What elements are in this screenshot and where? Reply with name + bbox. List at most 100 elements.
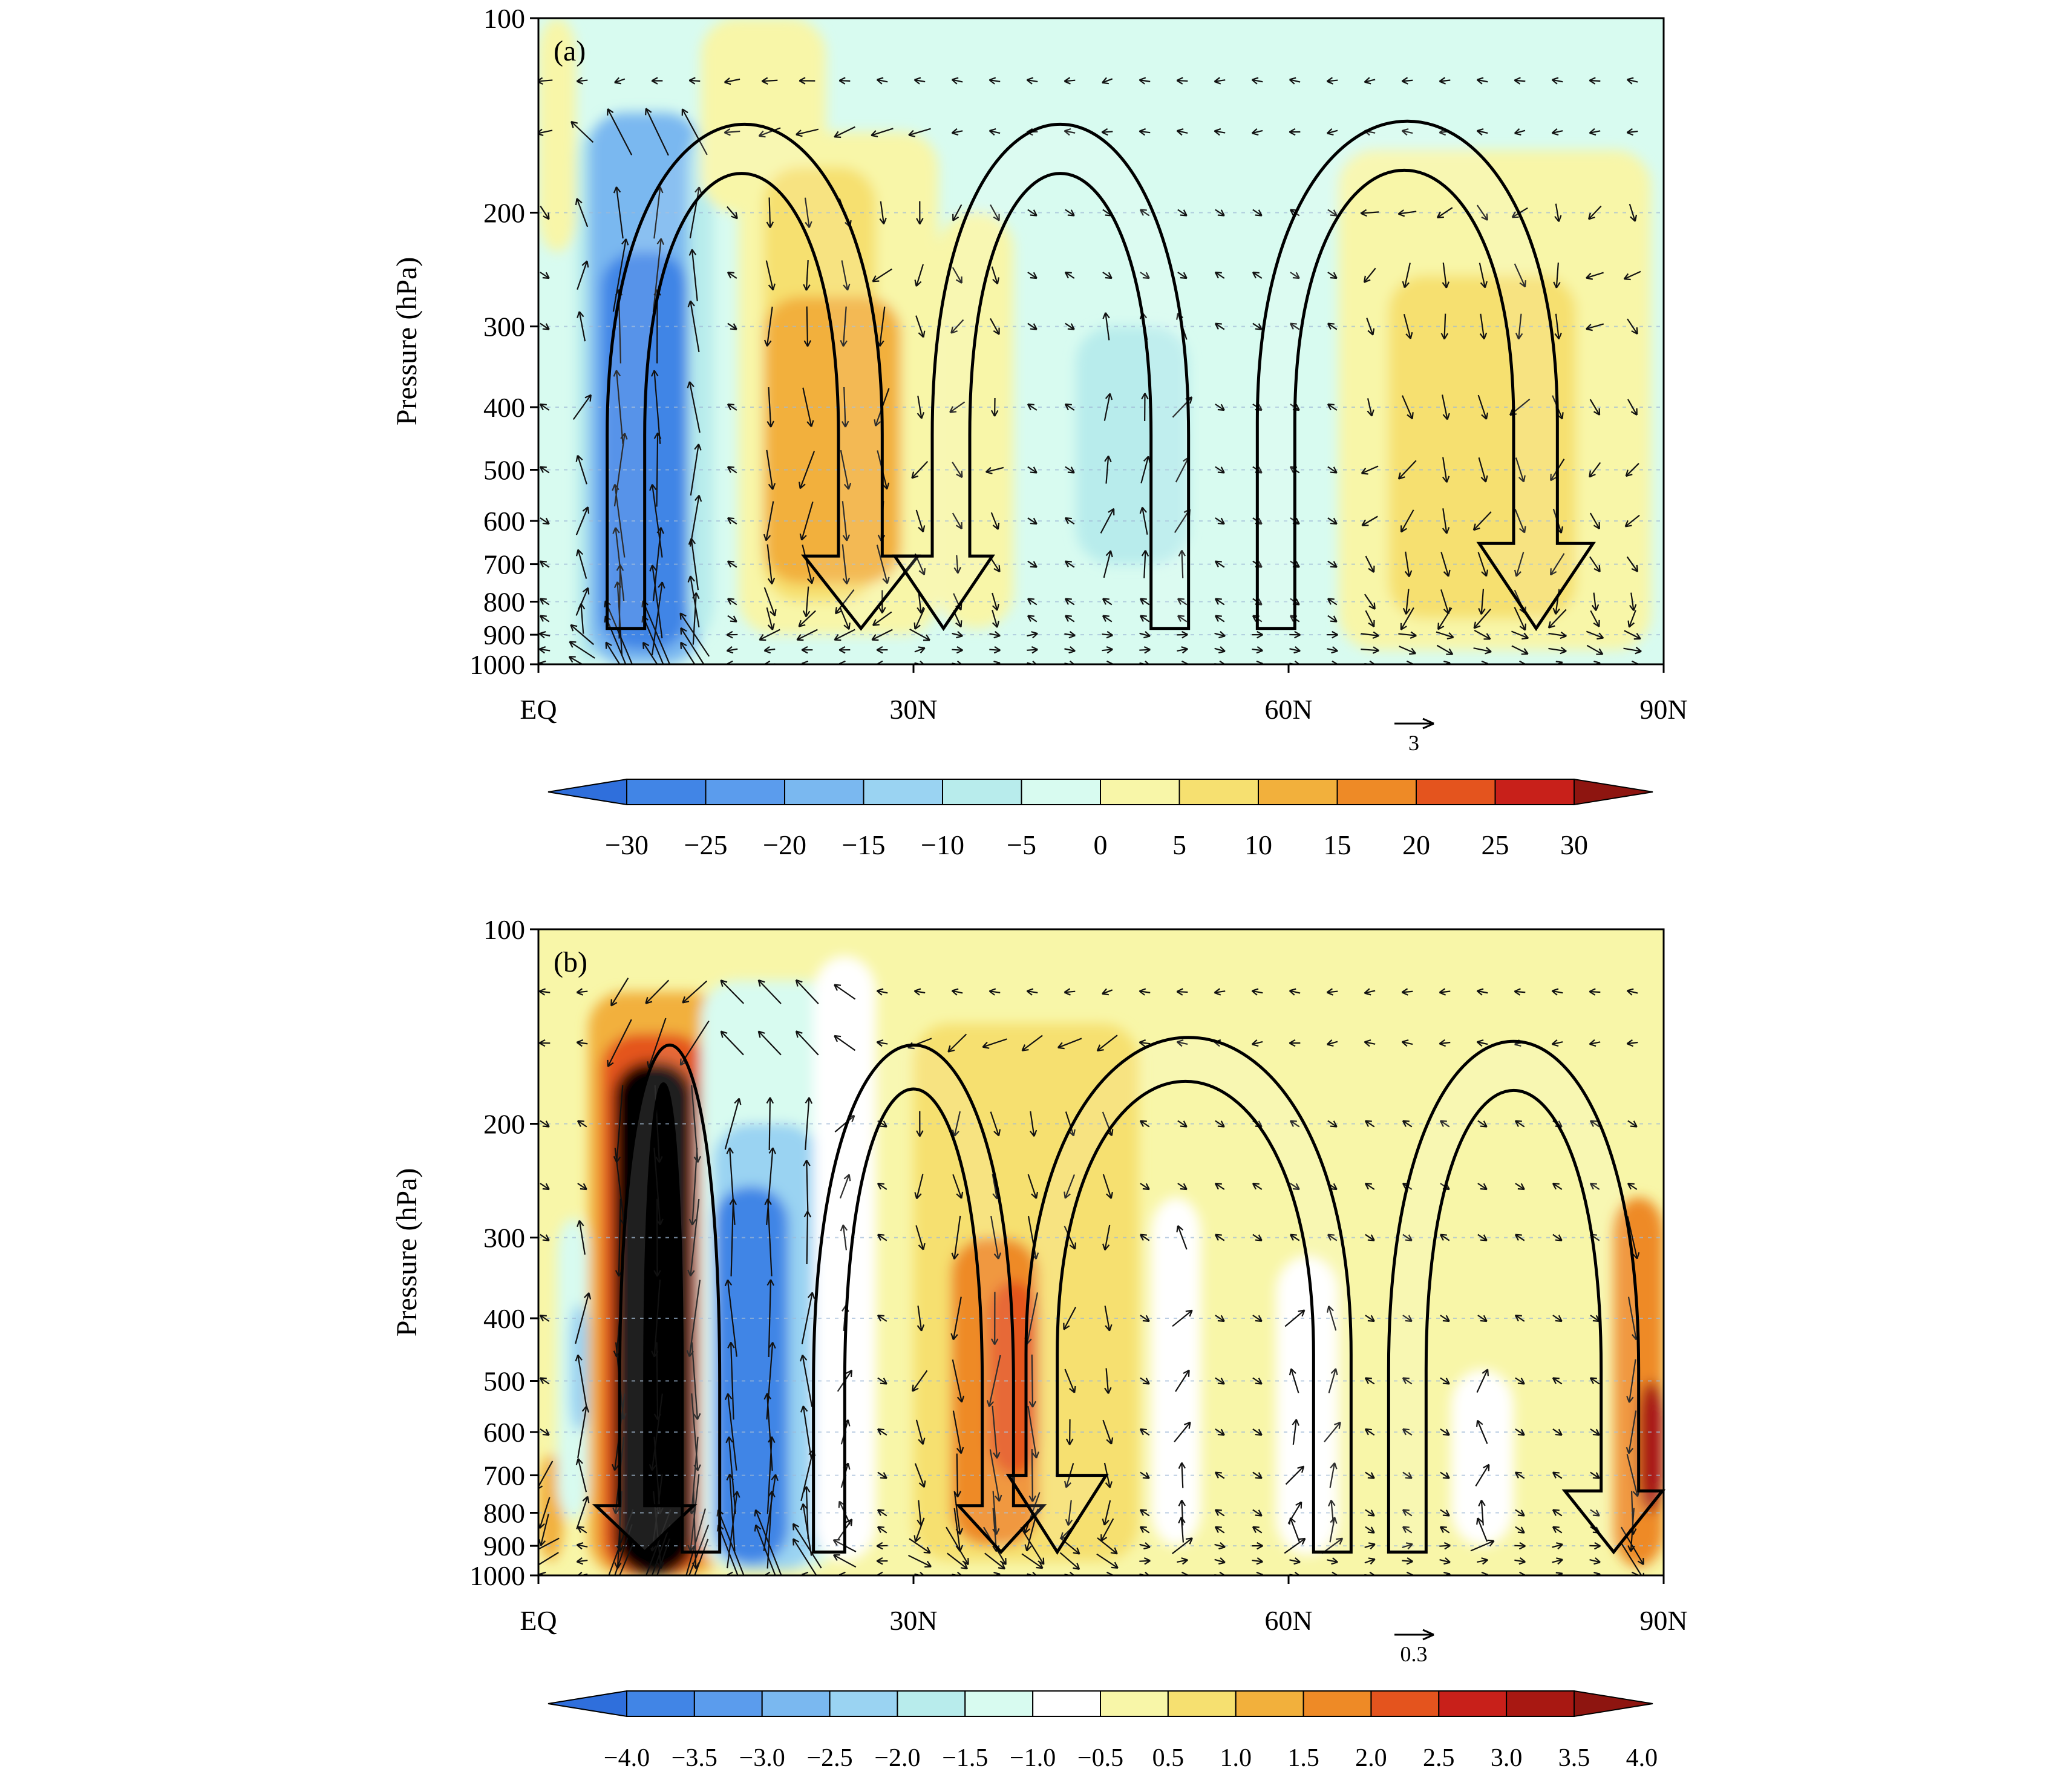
wind-vector-head bbox=[1328, 1499, 1336, 1507]
wind-vector bbox=[952, 1174, 962, 1199]
wind-vector-head bbox=[1368, 1542, 1376, 1550]
wind-vector bbox=[618, 1198, 621, 1277]
wind-vector-head bbox=[688, 1218, 697, 1226]
wind-vector bbox=[914, 79, 926, 83]
wind-vector-head bbox=[1630, 214, 1638, 222]
wind-vector-head bbox=[1514, 988, 1521, 996]
wind-vector-head bbox=[757, 1030, 765, 1038]
panel-a-reference-vector-label: 3 bbox=[1408, 731, 1419, 755]
wind-vector bbox=[1214, 632, 1226, 637]
colorbar-segment bbox=[942, 779, 1022, 805]
wind-vector-head bbox=[1030, 209, 1038, 217]
wind-vector bbox=[1442, 457, 1448, 483]
wind-vector bbox=[680, 642, 696, 664]
wind-vector bbox=[1252, 1315, 1263, 1322]
wind-vector bbox=[839, 80, 851, 82]
wind-vector-head bbox=[1289, 1234, 1297, 1241]
wind-vector-head bbox=[1367, 1526, 1375, 1534]
wind-vector-head bbox=[771, 1474, 779, 1481]
wind-vector-head bbox=[955, 276, 962, 284]
wind-vector-head bbox=[539, 466, 547, 473]
wind-vector bbox=[1626, 1454, 1639, 1497]
wind-vector bbox=[648, 1018, 667, 1068]
wind-vector-head bbox=[1067, 209, 1075, 217]
wind-vector bbox=[1627, 79, 1638, 83]
wind-vector bbox=[1400, 509, 1414, 532]
wind-vector-head bbox=[612, 1507, 620, 1514]
wind-vector bbox=[727, 598, 737, 606]
wind-vector bbox=[1515, 1315, 1525, 1322]
wind-vector-head bbox=[1592, 1509, 1600, 1517]
wind-vector-head bbox=[1028, 1401, 1037, 1408]
wind-vector bbox=[1031, 1449, 1033, 1502]
wind-vector-head bbox=[951, 988, 959, 996]
wind-vector bbox=[992, 1174, 998, 1199]
wind-vector bbox=[1555, 313, 1560, 339]
circulation-arrow bbox=[1005, 1036, 1353, 1555]
wind-vector bbox=[1059, 1552, 1080, 1570]
wind-vector bbox=[1402, 1560, 1413, 1563]
wind-vector bbox=[717, 1509, 745, 1575]
wind-vector-head bbox=[1436, 211, 1444, 218]
wind-vector bbox=[1327, 598, 1338, 606]
wind-vector bbox=[1177, 1120, 1188, 1128]
wind-vector bbox=[1365, 610, 1375, 627]
wind-vector bbox=[1252, 1377, 1263, 1385]
wind-vector bbox=[992, 609, 998, 628]
wind-vector bbox=[605, 641, 621, 664]
wind-vector bbox=[796, 979, 819, 1004]
wind-vector bbox=[645, 1509, 672, 1575]
wind-vector-head bbox=[1552, 1471, 1560, 1479]
wind-vector-head bbox=[1069, 660, 1075, 664]
wind-vector bbox=[1215, 322, 1225, 330]
wind-vector bbox=[1065, 322, 1075, 330]
wind-vector-head bbox=[1064, 271, 1072, 279]
wind-vector-head bbox=[912, 1384, 919, 1392]
wind-vector bbox=[1215, 1509, 1225, 1517]
wind-vector bbox=[1140, 1315, 1150, 1322]
wind-vector-head bbox=[917, 412, 925, 419]
wind-vector bbox=[953, 593, 962, 610]
wind-vector-head bbox=[1256, 646, 1263, 654]
colorbar-label: 1.5 bbox=[1287, 1744, 1319, 1769]
wind-vector-head bbox=[764, 339, 772, 347]
wind-vector bbox=[1027, 560, 1038, 568]
wind-vector bbox=[1215, 272, 1225, 279]
wind-vector bbox=[1140, 1377, 1150, 1385]
wind-vector bbox=[1140, 456, 1149, 483]
wind-vector bbox=[1628, 610, 1636, 627]
wind-vector-head bbox=[917, 1324, 925, 1332]
wind-vector bbox=[953, 1491, 961, 1535]
wind-vector-head bbox=[612, 1463, 619, 1471]
wind-vector-head bbox=[1552, 1509, 1560, 1516]
wind-vector-head bbox=[1480, 281, 1488, 289]
wind-vector-head bbox=[800, 1405, 808, 1413]
wind-vector-head bbox=[1176, 1225, 1184, 1232]
wind-vector-head bbox=[730, 615, 737, 623]
y-tick-label: 100 bbox=[483, 3, 525, 34]
wind-vector bbox=[1026, 1292, 1039, 1344]
wind-vector bbox=[690, 575, 700, 628]
y-tick-label: 700 bbox=[483, 1460, 525, 1491]
wind-vector-head bbox=[734, 1097, 742, 1105]
wind-vector bbox=[1402, 1543, 1413, 1548]
wind-vector-head bbox=[569, 641, 577, 648]
wind-vector-head bbox=[1630, 408, 1638, 416]
wind-vector bbox=[1399, 646, 1416, 655]
wind-vector-head bbox=[1143, 646, 1151, 654]
wind-vector-head bbox=[1141, 550, 1149, 557]
wind-vector bbox=[610, 977, 629, 1007]
wind-vector-head bbox=[613, 1156, 621, 1163]
wind-vector bbox=[947, 1552, 968, 1569]
wind-vector-head bbox=[1626, 1396, 1634, 1403]
wind-vector bbox=[1439, 1041, 1451, 1045]
wind-vector-head bbox=[1180, 1120, 1188, 1128]
wind-vector bbox=[1172, 1537, 1193, 1554]
wind-vector-head bbox=[1067, 466, 1075, 474]
wind-vector-head bbox=[1185, 1537, 1193, 1545]
wind-vector-head bbox=[799, 533, 807, 541]
wind-vector bbox=[766, 1198, 773, 1277]
wind-vector-head bbox=[1400, 623, 1407, 630]
wind-vector bbox=[1287, 1501, 1302, 1525]
